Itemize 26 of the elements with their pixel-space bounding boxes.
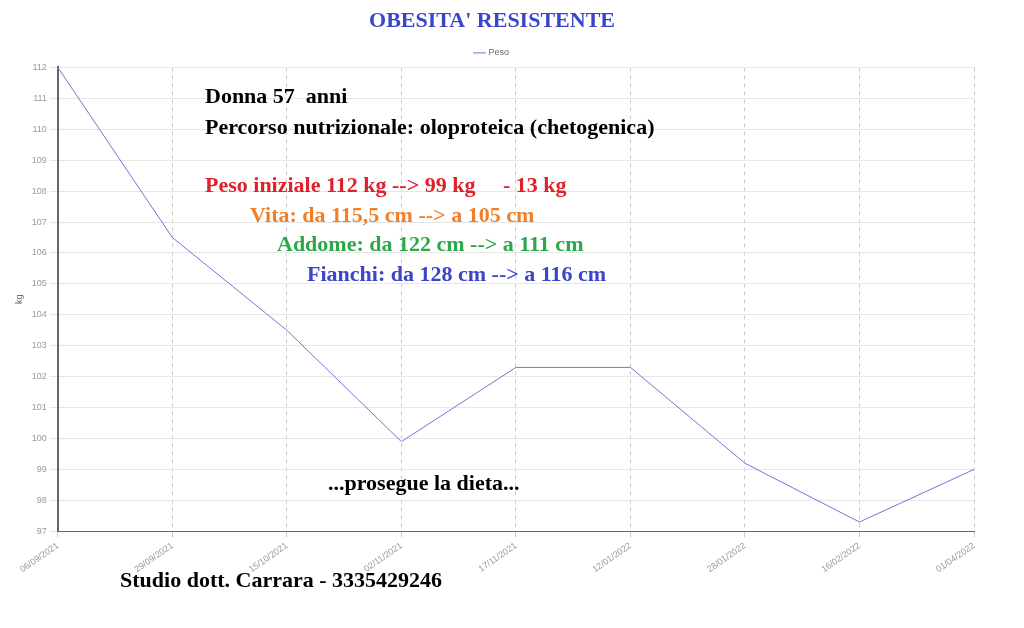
y-tick-label: 103 [31,340,47,351]
y-tick-label: 110 [32,123,47,134]
y-tick-label: 107 [31,216,47,227]
y-tick-label: 109 [31,154,47,165]
y-tick-label: 97 [36,525,47,536]
y-tick-label: 112 [32,61,47,72]
y-tick-label: 108 [31,185,47,196]
annotation: Addome: da 122 cm --> a 111 cm [277,231,584,256]
annotation: Donna 57 anni [205,83,348,108]
annotation: ...prosegue la dieta... [328,470,520,495]
chart-title: OBESITA' RESISTENTE [369,6,615,32]
y-tick-label: 104 [31,309,47,320]
y-tick-label: 98 [36,494,47,505]
annotation: Fianchi: da 128 cm --> a 116 cm [307,261,607,286]
y-tick-label: 99 [36,463,47,474]
y-tick-label: 101 [31,402,47,413]
annotation: Percorso nutrizionale: oloproteica (chetogenica) [205,114,655,139]
annotation: Peso iniziale 112 kg --> 99 kg - 13 kg [205,172,567,197]
y-tick-label: 100 [31,433,47,444]
y-axis-title: kg [13,294,24,305]
annotation: Vita: da 115,5 cm --> a 105 cm [250,202,535,227]
y-tick-label: 111 [33,92,47,103]
legend-label: Peso [488,47,510,58]
y-tick-label: 106 [31,247,47,258]
y-tick-label: 105 [31,278,47,289]
y-tick-label: 102 [31,371,47,382]
